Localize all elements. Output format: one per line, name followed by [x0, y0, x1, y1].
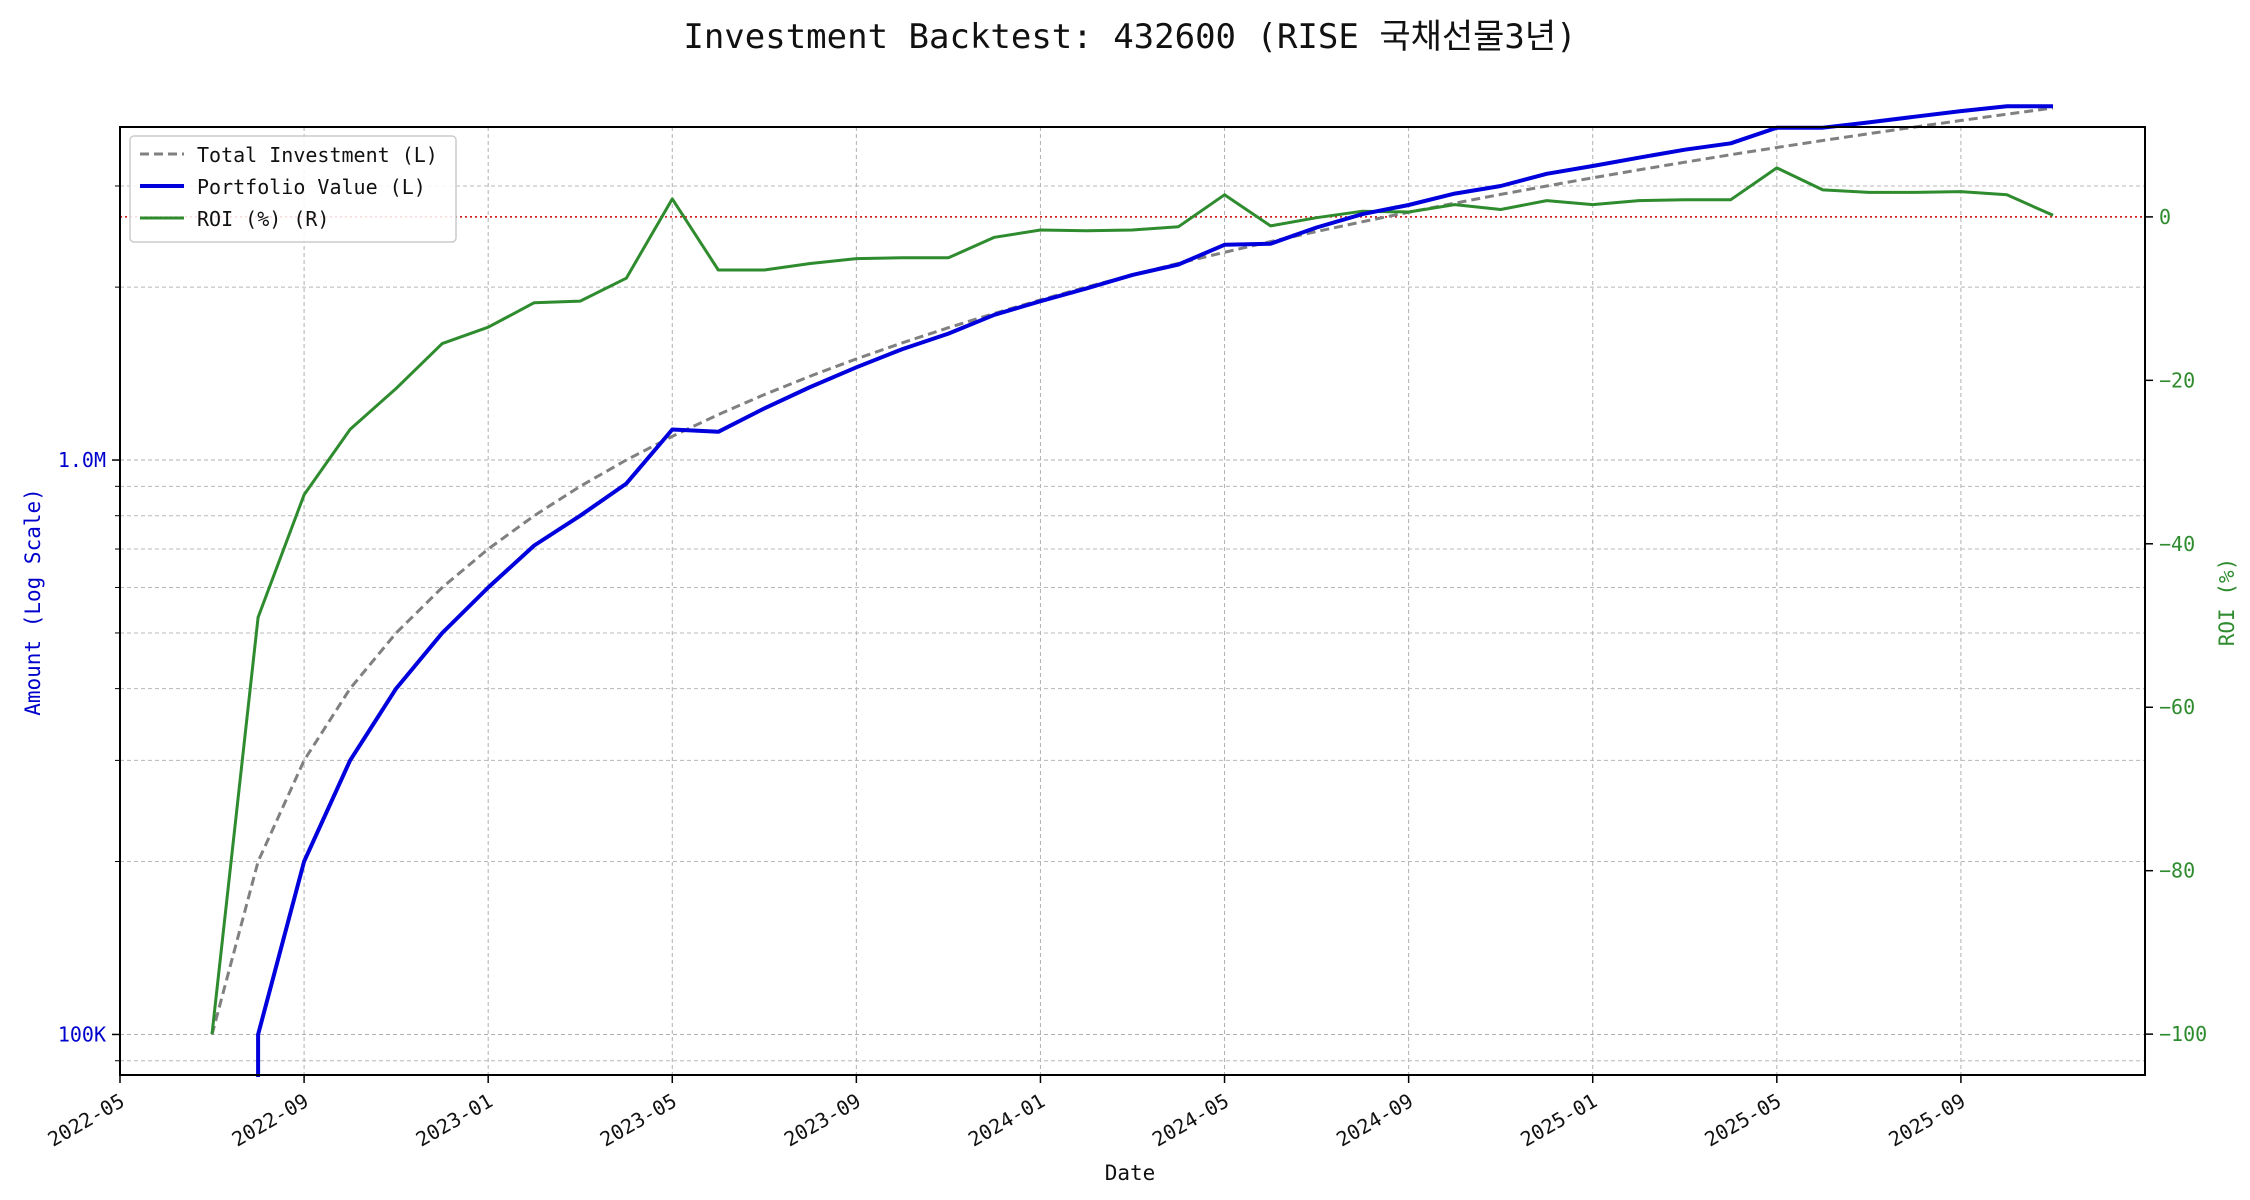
- legend-label-portfolio-value: Portfolio Value (L): [197, 175, 426, 199]
- y-left-tick-label: 100K: [58, 1022, 106, 1046]
- series-line-roi-r: [210, 166, 2054, 1035]
- y-axis-left-label: Amount (Log Scale): [21, 488, 45, 716]
- legend-box: [129, 135, 457, 243]
- y-right-tick-label: −100: [2159, 1022, 2207, 1046]
- y-right-tick-label: −80: [2159, 859, 2195, 883]
- y-right-tick-label: −40: [2159, 532, 2195, 556]
- grid: [119, 127, 2145, 1075]
- chart-title: Investment Backtest: 432600 (RISE 국채선물3년…: [683, 17, 1576, 57]
- plot-frame: [119, 126, 2146, 1076]
- y-right-tick-label: −60: [2159, 695, 2195, 719]
- legend-label-roi: ROI (%) (R): [197, 207, 329, 231]
- series-line-portfolio-value-l: [256, 104, 2053, 1077]
- y-right-tick-label: −20: [2159, 368, 2195, 392]
- series-group: [210, 104, 2054, 1077]
- x-axis-label: Date: [1105, 1161, 1156, 1185]
- y-right-tick-label: 0: [2159, 205, 2171, 229]
- y-axis-right-label: ROI (%): [2215, 558, 2239, 647]
- legend: Total Investment (L) Portfolio Value (L)…: [129, 135, 457, 243]
- legend-label-total-investment: Total Investment (L): [197, 143, 438, 167]
- y-left-tick-label: 1.0M: [58, 448, 106, 472]
